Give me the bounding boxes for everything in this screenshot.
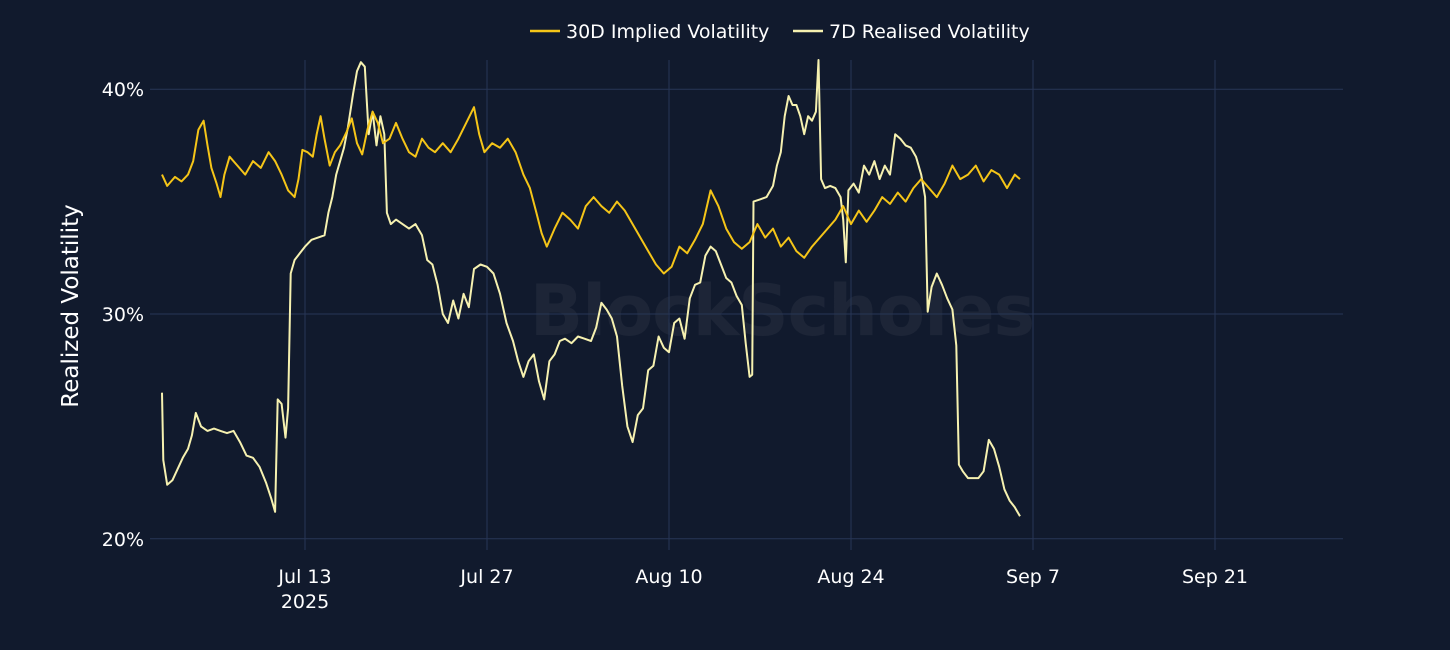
y-axis-title: Realized Volatility xyxy=(58,204,84,407)
y-tick-label: 30% xyxy=(102,304,144,326)
x-tick-label: Aug 10 xyxy=(635,566,702,588)
y-tick-label: 20% xyxy=(102,529,144,551)
series-line-realised-vol[interactable] xyxy=(161,59,1021,517)
x-tick-label: Sep 21 xyxy=(1182,566,1248,588)
x-tick-sublabel: 2025 xyxy=(281,591,329,613)
x-tick-label: Aug 24 xyxy=(817,566,884,588)
legend-item-implied-vol[interactable]: 30D Implied Volatility xyxy=(530,21,769,43)
x-tick-label: Sep 7 xyxy=(1006,566,1060,588)
watermark-text: BlockScholes xyxy=(530,270,1034,352)
legend-label: 7D Realised Volatility xyxy=(829,21,1030,43)
x-tick-label: Jul 27 xyxy=(459,566,513,588)
x-tick-label: Jul 13 xyxy=(277,566,331,588)
legend-label: 30D Implied Volatility xyxy=(566,21,769,43)
series-line-implied-vol[interactable] xyxy=(161,106,1021,275)
y-tick-label: 40% xyxy=(102,79,144,101)
legend-item-realised-vol[interactable]: 7D Realised Volatility xyxy=(793,21,1030,43)
